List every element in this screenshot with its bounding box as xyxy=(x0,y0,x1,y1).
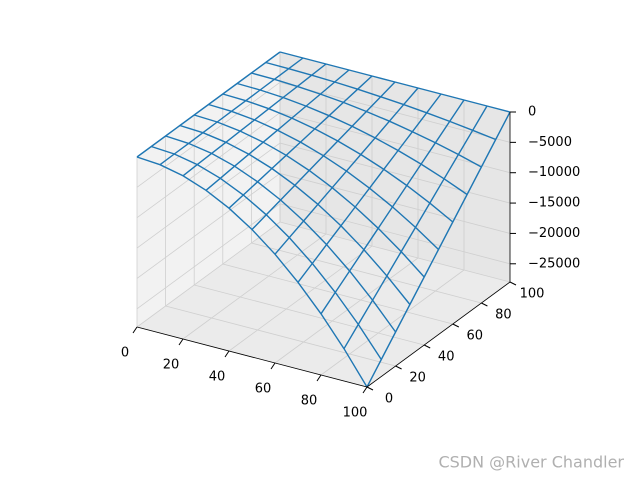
x-tick xyxy=(132,326,138,334)
z-tick-label: −10000 xyxy=(528,165,580,180)
y-tick xyxy=(423,344,431,349)
x-tick-label: 80 xyxy=(301,394,318,409)
grid-line xyxy=(279,112,511,174)
z-tick-label: −15000 xyxy=(528,196,580,211)
wire-column xyxy=(320,99,465,315)
x-tick xyxy=(316,374,322,382)
wire-column xyxy=(228,75,373,209)
watermark: CSDN @River Chandler xyxy=(438,453,624,472)
wire-column xyxy=(251,81,396,230)
y-tick xyxy=(366,386,374,391)
y-tick xyxy=(452,323,460,328)
y-tick-label: 0 xyxy=(385,392,393,407)
floor-pane xyxy=(137,222,510,387)
x-tick xyxy=(362,386,368,394)
back-pane xyxy=(280,52,510,282)
wire-column xyxy=(205,69,350,191)
x-tick-label: 20 xyxy=(163,358,180,373)
left-pane xyxy=(137,52,280,327)
grid-line xyxy=(136,173,281,279)
grid-line xyxy=(194,284,425,346)
x-tick-label: 60 xyxy=(255,382,272,397)
y-tick-label: 40 xyxy=(438,350,455,365)
axis-line xyxy=(136,326,368,388)
x-tick xyxy=(270,362,276,370)
y-tick-label: 60 xyxy=(467,329,484,344)
x-tick xyxy=(178,338,184,346)
grid-line xyxy=(279,221,511,283)
grid-line xyxy=(320,269,465,376)
y-tick-label: 100 xyxy=(520,287,545,302)
grid-line xyxy=(251,242,482,304)
wire-column xyxy=(182,63,327,177)
grid-line xyxy=(136,112,281,219)
z-tick-label: −25000 xyxy=(528,256,580,271)
grid-line xyxy=(136,142,281,249)
y-tick-label: 20 xyxy=(409,371,426,386)
y-tick xyxy=(481,302,488,307)
wire-column xyxy=(297,93,442,283)
y-tick-label: 80 xyxy=(495,308,512,323)
grid-line xyxy=(165,305,396,367)
grid-line xyxy=(136,221,281,328)
y-tick xyxy=(395,365,402,370)
z-tick-label: −5000 xyxy=(528,135,572,150)
grid-line xyxy=(279,203,511,265)
grid-line xyxy=(222,263,453,325)
wire-column xyxy=(274,87,419,255)
y-tick xyxy=(509,281,517,286)
wire-column xyxy=(159,57,304,166)
z-tick-label: 0 xyxy=(528,105,536,120)
wire-column xyxy=(136,51,281,158)
grid-line xyxy=(136,203,281,310)
wire-column xyxy=(343,105,488,350)
x-tick xyxy=(224,350,230,358)
grid-line xyxy=(228,245,373,352)
x-tick-label: 0 xyxy=(121,346,129,361)
x-tick-label: 40 xyxy=(209,370,226,385)
grid-line xyxy=(274,257,419,364)
axis-line xyxy=(366,281,511,388)
wire-column xyxy=(366,111,511,388)
x-tick-label: 100 xyxy=(343,406,368,421)
z-tick-label: −20000 xyxy=(528,226,580,241)
